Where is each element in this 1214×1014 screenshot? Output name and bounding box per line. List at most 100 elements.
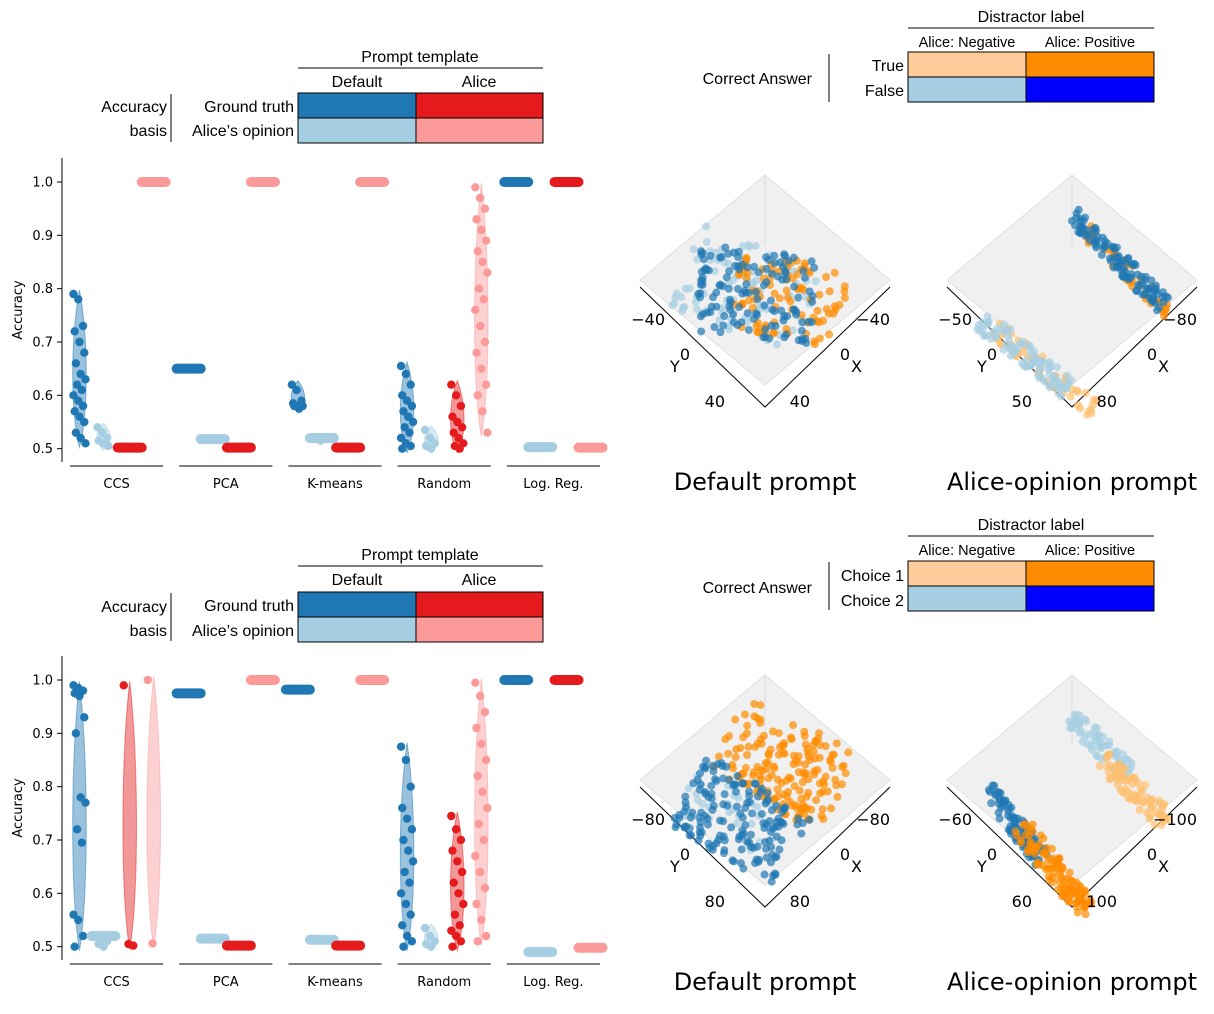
scatter-point — [740, 710, 749, 719]
legend-col-alice: Alice — [462, 74, 497, 91]
scatter-point — [761, 332, 770, 341]
x-tick-label: CCS — [103, 477, 129, 492]
data-point — [202, 934, 211, 943]
scatter-point — [703, 814, 712, 823]
x-axis-label: X — [1158, 857, 1169, 876]
data-point — [447, 380, 456, 389]
violin — [122, 681, 137, 950]
scatter-point — [751, 287, 760, 296]
scatter-point — [769, 762, 778, 771]
scatter-point — [747, 819, 756, 828]
scatter-point — [797, 283, 806, 292]
scatter-point — [714, 752, 723, 761]
data-point — [479, 835, 488, 845]
data-point — [401, 369, 411, 379]
data-point — [473, 937, 482, 946]
scatter-point — [760, 301, 769, 310]
scatter-point — [1161, 306, 1170, 315]
scatter-point — [778, 741, 787, 750]
scatter3d-top-default: −40 0 40 −40 0 40 Y X Default prompt — [631, 174, 891, 496]
point-cluster — [549, 177, 584, 187]
scatter-point — [1142, 808, 1151, 817]
data-point — [75, 337, 84, 347]
scatter-point — [1104, 751, 1113, 760]
tick-label: 80 — [790, 892, 810, 911]
data-point — [447, 811, 456, 821]
data-point — [506, 675, 515, 685]
scatter-point — [736, 858, 745, 867]
scatter-point — [1055, 377, 1064, 386]
data-point — [143, 675, 152, 685]
data-point — [407, 401, 417, 411]
scatter-point — [844, 748, 853, 757]
y-axis-label: Y — [976, 357, 987, 376]
scatter-point — [1025, 341, 1034, 350]
scatter-point — [1062, 384, 1071, 393]
scatter-point — [797, 794, 806, 803]
scatter-point — [772, 852, 781, 861]
y-axis-label: Y — [976, 857, 987, 876]
scatter-point — [812, 796, 821, 805]
point-cluster — [355, 675, 390, 685]
data-point — [69, 910, 78, 919]
x-tick-label: PCA — [213, 975, 239, 990]
data-point — [530, 947, 539, 957]
scatter-point — [1106, 774, 1115, 783]
scatter-point — [1048, 380, 1057, 389]
scatter-point — [775, 845, 784, 854]
scatter-point — [1150, 820, 1159, 829]
data-point — [471, 678, 480, 687]
scatter-point — [814, 318, 823, 327]
point-cluster — [195, 434, 230, 445]
scatter-point — [720, 312, 729, 321]
scatter-point — [1000, 320, 1009, 329]
scatter-point — [762, 264, 771, 273]
scatter-point — [1094, 742, 1103, 751]
data-point — [480, 707, 490, 717]
bottom-distractor-legend: Distractor label Alice: Negative Alice: … — [703, 517, 1155, 612]
scatter-point — [778, 275, 787, 284]
data-point — [396, 361, 406, 371]
scatter-point — [797, 829, 806, 838]
scatter-point — [777, 836, 786, 845]
scatter-point — [794, 814, 803, 823]
x-tick-label: CCS — [103, 975, 129, 990]
scatter-point — [833, 792, 842, 801]
scatter-point — [1040, 849, 1049, 858]
scatter-point — [1116, 769, 1125, 778]
data-point — [580, 943, 589, 952]
data-point — [74, 915, 83, 925]
scatter-point — [1012, 831, 1021, 840]
scatter-point — [709, 767, 718, 776]
scatter-point — [995, 814, 1004, 823]
legend-row-group: Correct Answer — [703, 580, 813, 597]
scatter-point — [753, 792, 762, 801]
data-point — [480, 337, 490, 347]
scatter-point — [756, 701, 765, 710]
scatter-point — [779, 316, 788, 325]
scatter-point — [1088, 401, 1097, 410]
scatter-point — [692, 305, 701, 314]
data-point — [450, 910, 460, 919]
scatter-point — [818, 805, 827, 814]
point-cluster — [136, 177, 171, 187]
data-point — [483, 428, 492, 437]
scatter-point — [1047, 855, 1056, 864]
legend-cell — [1025, 76, 1155, 103]
scatter-point — [999, 798, 1008, 807]
scatter-point — [1058, 892, 1067, 901]
data-point — [475, 691, 485, 701]
x-tick-label: K-means — [307, 477, 363, 492]
scatter-point — [743, 837, 752, 846]
scatter-point — [840, 282, 849, 291]
point-cluster — [549, 675, 584, 685]
scatter-point — [984, 785, 993, 794]
legend-cell — [415, 591, 544, 618]
scatter-point — [1105, 737, 1114, 746]
scatter-point — [1139, 797, 1148, 806]
tick-label: 60 — [1012, 892, 1032, 911]
scatter-point — [742, 729, 751, 738]
data-point — [478, 407, 487, 416]
data-point — [70, 327, 79, 336]
scatter-point — [732, 787, 741, 796]
